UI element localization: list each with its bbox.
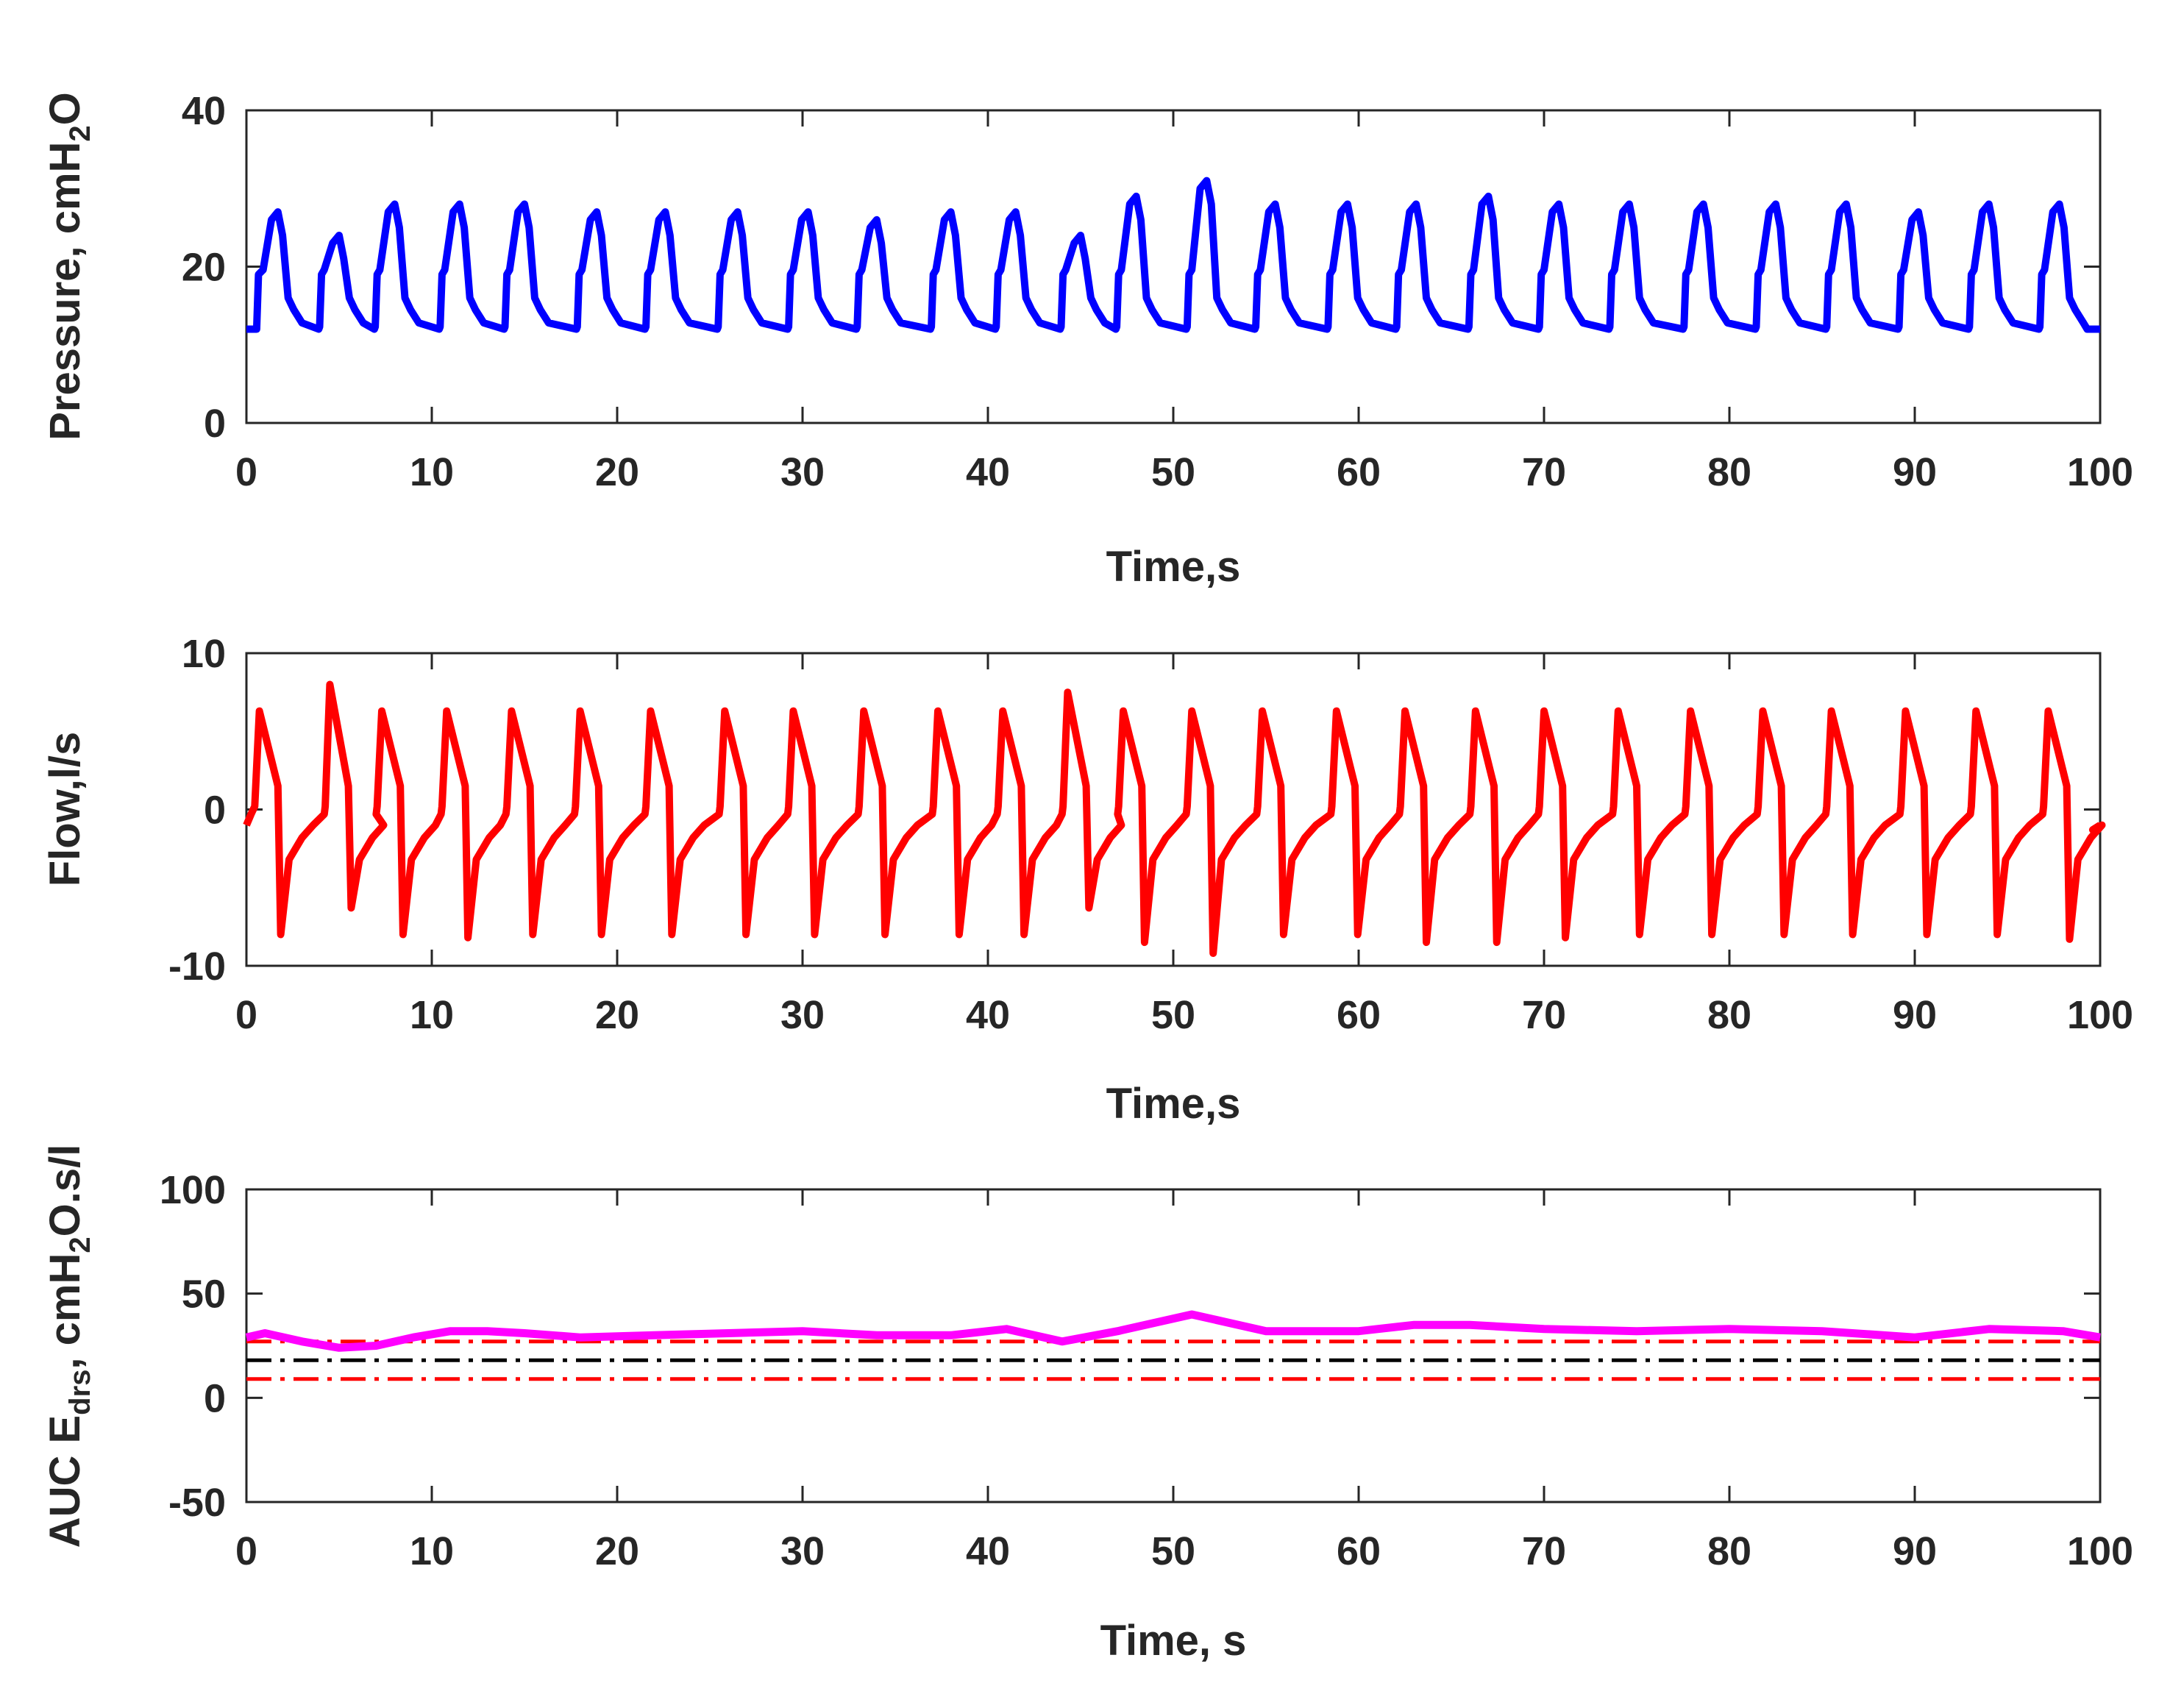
flow-series bbox=[243, 680, 2106, 957]
flow-y-axis-label: Flow,l/s bbox=[41, 732, 89, 887]
flow-plot-frame bbox=[245, 652, 2102, 967]
x-tick-label: 0 bbox=[235, 450, 257, 494]
pressure-y-label-tail: O bbox=[41, 92, 89, 125]
x-tick-label: 70 bbox=[1522, 450, 1566, 494]
x-tick-label: 20 bbox=[595, 450, 639, 494]
pressure-x-tick-labels: 0 10 20 30 40 50 60 70 80 90 100 bbox=[235, 450, 2133, 494]
y-tick-label: 10 bbox=[182, 632, 226, 676]
pressure-x-axis-label: Time,s bbox=[1106, 543, 1241, 591]
x-tick-label: 60 bbox=[1337, 1529, 1381, 1573]
y-tick-label: 40 bbox=[182, 89, 226, 133]
x-tick-label: 100 bbox=[2067, 993, 2133, 1037]
auc-series bbox=[245, 1310, 2101, 1381]
pressure-series bbox=[246, 177, 2100, 333]
x-tick-label: 40 bbox=[966, 993, 1010, 1037]
auc-y-label-tail: O.s/l bbox=[41, 1145, 89, 1237]
auc-y-axis-label: AUC Edrs, cmH2O.s/l bbox=[41, 1145, 96, 1548]
x-tick-label: 80 bbox=[1707, 993, 1751, 1037]
x-tick-label: 40 bbox=[966, 1529, 1010, 1573]
y-tick-label: 100 bbox=[160, 1168, 226, 1212]
x-tick-label: 10 bbox=[410, 1529, 454, 1573]
pressure-ticks bbox=[245, 109, 2102, 424]
y-tick-label: 0 bbox=[204, 1376, 226, 1420]
x-tick-label: 90 bbox=[1893, 993, 1937, 1037]
x-tick-label: 60 bbox=[1337, 993, 1381, 1037]
x-tick-label: 50 bbox=[1151, 450, 1195, 494]
auc-plot-frame bbox=[245, 1188, 2102, 1503]
y-tick-label: 50 bbox=[182, 1273, 226, 1317]
x-tick-label: 10 bbox=[410, 450, 454, 494]
y-tick-label: 0 bbox=[204, 789, 226, 833]
x-tick-label: 50 bbox=[1151, 993, 1195, 1037]
x-tick-label: 30 bbox=[780, 1529, 825, 1573]
x-tick-label: 60 bbox=[1337, 450, 1381, 494]
x-tick-label: 90 bbox=[1893, 1529, 1937, 1573]
pressure-y-tick-labels: 0 20 40 bbox=[182, 89, 226, 446]
pressure-plot-frame bbox=[245, 109, 2102, 424]
y-tick-label: 0 bbox=[204, 402, 226, 446]
x-tick-label: 20 bbox=[595, 993, 639, 1037]
auc-ticks bbox=[245, 1188, 2102, 1503]
x-tick-label: 70 bbox=[1522, 993, 1566, 1037]
flow-x-tick-labels: 0 10 20 30 40 50 60 70 80 90 100 bbox=[235, 993, 2133, 1037]
x-tick-label: 40 bbox=[966, 450, 1010, 494]
x-tick-label: 30 bbox=[780, 993, 825, 1037]
flow-ticks bbox=[245, 652, 2102, 967]
auc-y-label-sub2: 2 bbox=[64, 1236, 96, 1253]
x-tick-label: 100 bbox=[2067, 450, 2133, 494]
pressure-y-axis-label: Pressure, cmH2O bbox=[41, 92, 96, 441]
x-tick-label: 80 bbox=[1707, 450, 1751, 494]
auc-x-axis-label: Time, s bbox=[1100, 1617, 1247, 1665]
x-tick-label: 90 bbox=[1893, 450, 1937, 494]
auc-y-tick-labels: -50 0 50 100 bbox=[160, 1168, 226, 1525]
y-tick-label: -10 bbox=[168, 944, 226, 989]
pressure-line bbox=[246, 177, 2100, 333]
x-tick-label: 0 bbox=[235, 1529, 257, 1573]
x-tick-label: 50 bbox=[1151, 1529, 1195, 1573]
x-tick-label: 80 bbox=[1707, 1529, 1751, 1573]
y-tick-label: 20 bbox=[182, 246, 226, 290]
x-tick-label: 30 bbox=[780, 450, 825, 494]
x-tick-label: 10 bbox=[410, 993, 454, 1037]
y-tick-label: -50 bbox=[168, 1481, 226, 1525]
auc-edrs-line bbox=[245, 1310, 2101, 1352]
auc-y-label-main: AUC E bbox=[41, 1415, 89, 1548]
auc-y-label-sub: drs bbox=[64, 1370, 96, 1415]
x-tick-label: 70 bbox=[1522, 1529, 1566, 1573]
auc-x-tick-labels: 0 10 20 30 40 50 60 70 80 90 100 bbox=[235, 1529, 2133, 1573]
flow-x-axis-label: Time,s bbox=[1106, 1080, 1241, 1128]
x-tick-label: 100 bbox=[2067, 1529, 2133, 1573]
pressure-panel: 0 10 20 30 40 50 60 70 80 90 100 0 20 40 Time,s Pres… bbox=[41, 89, 2133, 591]
flow-y-tick-labels: -10 0 10 bbox=[168, 632, 226, 989]
x-tick-label: 20 bbox=[595, 1529, 639, 1573]
auc-y-label-mid: , cmH bbox=[41, 1253, 89, 1370]
x-tick-label: 0 bbox=[235, 993, 257, 1037]
pressure-y-label-main: Pressure, cmH bbox=[41, 142, 89, 441]
pressure-y-label-sub: 2 bbox=[64, 125, 96, 141]
flow-line bbox=[243, 680, 2106, 957]
